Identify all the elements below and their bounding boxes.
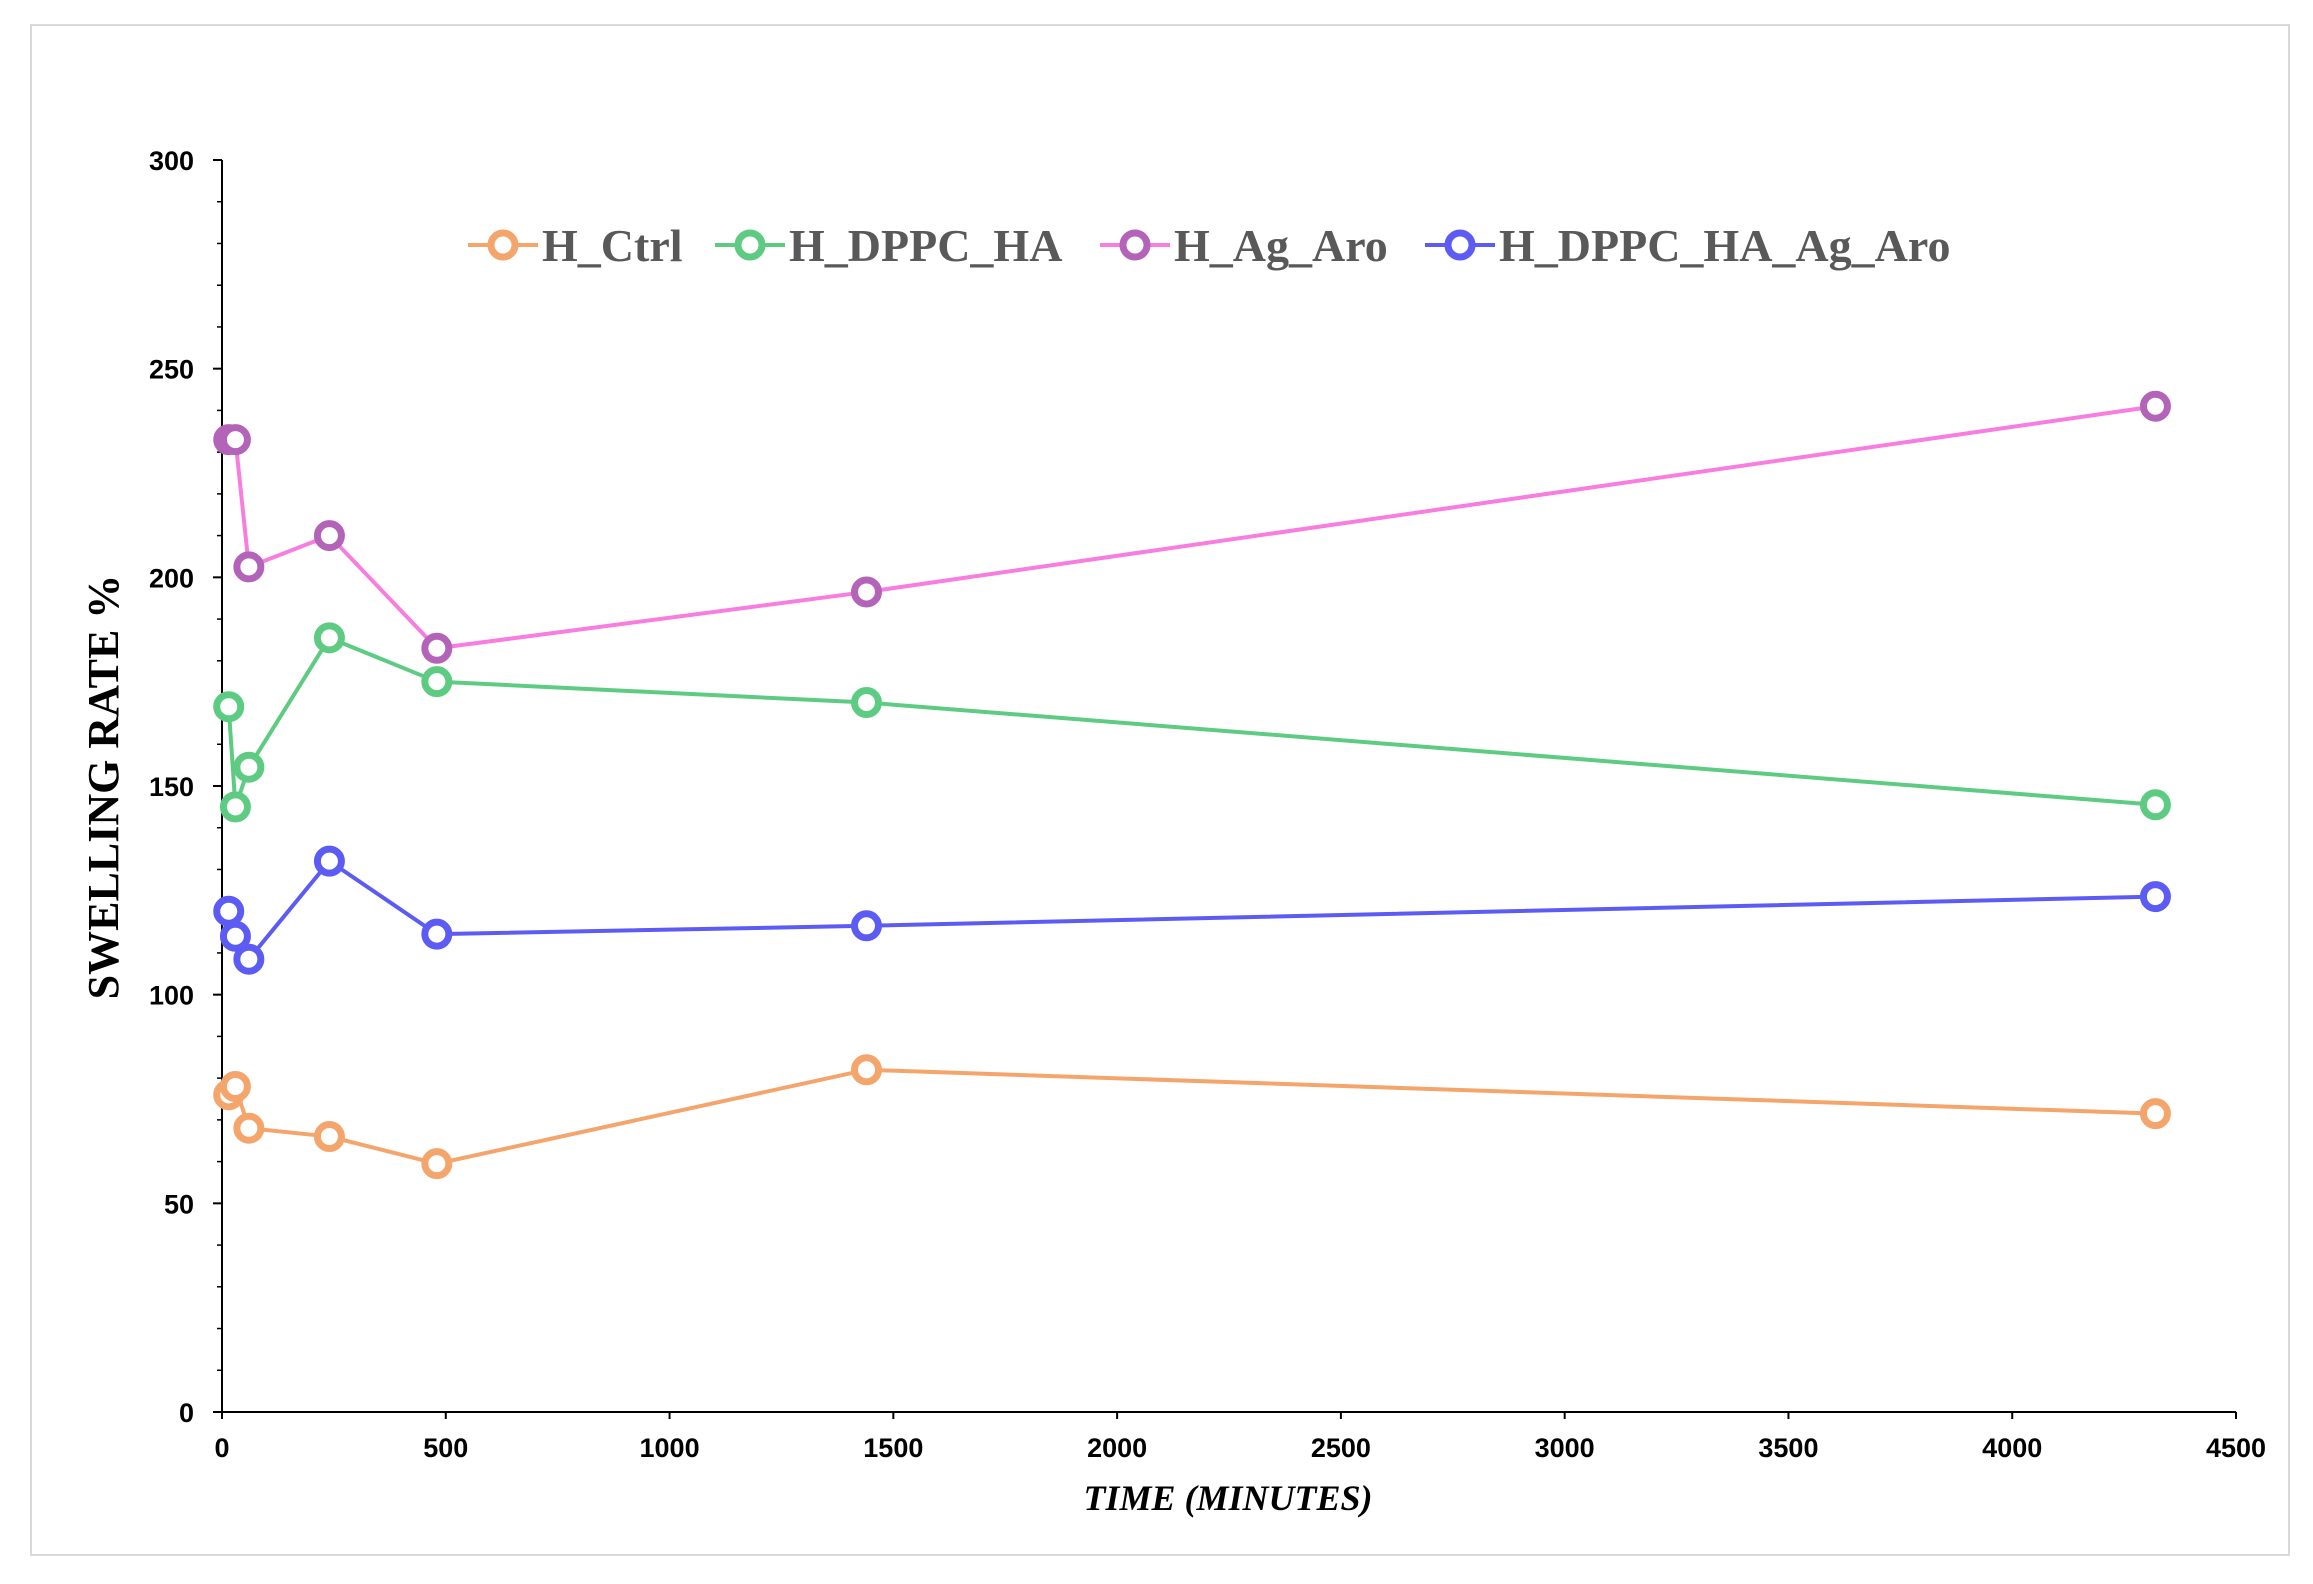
series-H_DPPC_HA_Ag_Aro (213, 845, 2171, 975)
x-tick-label: 3500 (1758, 1433, 1818, 1463)
data-point (850, 1054, 882, 1086)
y-tick-label: 100 (149, 981, 194, 1011)
data-point (233, 751, 265, 783)
data-point (313, 520, 345, 552)
series-line (226, 635, 2156, 809)
legend-label: H_DPPC_HA_Ag_Aro (1499, 220, 1950, 271)
data-point (421, 666, 453, 698)
series-H_Ctrl (213, 1054, 2171, 1180)
x-tick-label: 3000 (1535, 1433, 1595, 1463)
legend-swatch-marker (1119, 229, 1151, 261)
x-tick-label: 500 (423, 1433, 468, 1463)
data-point (2139, 789, 2171, 821)
legend-swatch-marker (487, 229, 519, 261)
y-tick-label: 50 (164, 1189, 194, 1219)
data-point (850, 576, 882, 608)
data-point (219, 424, 251, 456)
legend-swatch-marker (734, 229, 766, 261)
data-point (233, 551, 265, 583)
data-point (2139, 1098, 2171, 1130)
data-point (219, 1070, 251, 1102)
x-axis-title: TIME (MINUTES) (1083, 1478, 1372, 1518)
series-layer (213, 390, 2171, 1180)
data-point (2139, 881, 2171, 913)
legend-item-H_Ctrl: H_Ctrl (468, 220, 683, 271)
data-point (850, 687, 882, 719)
x-tick-label: 1000 (640, 1433, 700, 1463)
data-point (2139, 390, 2171, 422)
data-point (219, 791, 251, 823)
series-line (227, 1067, 2156, 1166)
data-point (850, 910, 882, 942)
y-tick-label: 0 (179, 1398, 194, 1428)
data-point (313, 845, 345, 877)
legend-label: H_Ctrl (542, 220, 683, 271)
data-point (421, 1148, 453, 1180)
legend-label: H_Ag_Aro (1174, 220, 1388, 271)
series-H_DPPC_HA (213, 622, 2171, 823)
legend-item-H_DPPC_HA: H_DPPC_HA (715, 220, 1062, 271)
data-point (313, 1121, 345, 1153)
data-point (421, 632, 453, 664)
y-tick-label: 150 (149, 772, 194, 802)
data-point (313, 622, 345, 654)
series-line (226, 859, 2156, 962)
y-tick-label: 300 (149, 146, 194, 176)
legend-item-H_Ag_Aro: H_Ag_Aro (1100, 220, 1388, 271)
x-tick-label: 2500 (1311, 1433, 1371, 1463)
y-tick-label: 250 (149, 355, 194, 385)
y-axis-title: SWELLING RATE % (79, 575, 128, 1000)
data-point (213, 895, 245, 927)
data-point (213, 691, 245, 723)
x-tick-label: 4000 (1982, 1433, 2042, 1463)
legend-label: H_DPPC_HA (789, 220, 1062, 271)
data-point (219, 920, 251, 952)
data-point (233, 943, 265, 975)
chart-frame (30, 24, 2290, 1556)
series-line (228, 404, 2156, 651)
legend: H_Ctrl H_DPPC_HA H_Ag_Aro H_DPPC_HA_Ag_Aro (468, 220, 1950, 271)
legend-item-H_DPPC_HA_Ag_Aro: H_DPPC_HA_Ag_Aro (1425, 220, 1950, 271)
legend-swatch-marker (1444, 229, 1476, 261)
series-H_Ag_Aro (213, 390, 2171, 664)
x-tick-label: 2000 (1087, 1433, 1147, 1463)
data-point (233, 1112, 265, 1144)
x-tick-label: 4500 (2206, 1433, 2266, 1463)
x-tick-label: 0 (214, 1433, 229, 1463)
x-tick-label: 1500 (863, 1433, 923, 1463)
y-tick-label: 200 (149, 563, 194, 593)
data-point (421, 918, 453, 950)
